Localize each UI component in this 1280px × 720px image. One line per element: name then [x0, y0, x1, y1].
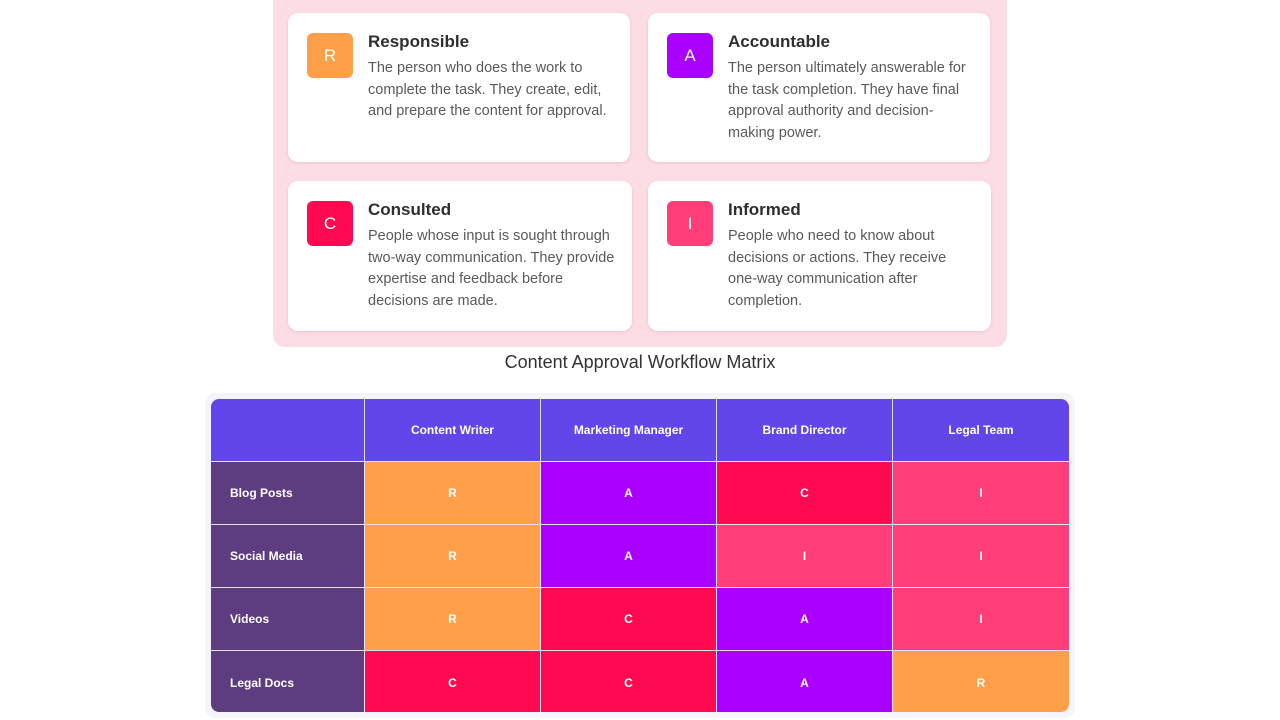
column-header-marketing-manager: Marketing Manager — [541, 399, 716, 461]
raci-cell: A — [541, 462, 716, 524]
informed-badge: I — [667, 201, 713, 246]
raci-cell: A — [717, 651, 892, 712]
informed-title: Informed — [728, 200, 801, 219]
raci-cell: A — [541, 525, 716, 587]
raci-cell: A — [717, 588, 892, 650]
consulted-description: People whose input is sought through two… — [368, 228, 615, 309]
row-header-videos: Videos — [211, 588, 364, 650]
raci-legend-panel: R Responsible The person who does the wo… — [273, 0, 1007, 347]
accountable-description: The person ultimately answerable for the… — [728, 60, 966, 141]
raci-cell: I — [893, 462, 1069, 524]
responsible-badge: R — [307, 33, 353, 78]
legend-card-responsible: R Responsible The person who does the wo… — [288, 13, 630, 162]
raci-cell: C — [541, 651, 716, 712]
raci-cell: I — [893, 525, 1069, 587]
raci-cell: R — [893, 651, 1069, 712]
column-header-content-writer: Content Writer — [365, 399, 540, 461]
consulted-badge: C — [307, 201, 353, 246]
legend-card-consulted: C Consulted People whose input is sought… — [288, 181, 632, 331]
raci-cell: R — [365, 588, 540, 650]
raci-cell: C — [365, 651, 540, 712]
column-header-legal-team: Legal Team — [893, 399, 1069, 461]
accountable-title: Accountable — [728, 32, 831, 51]
raci-cell: C — [541, 588, 716, 650]
row-header-legal-docs: Legal Docs — [211, 651, 364, 712]
accountable-badge: A — [667, 33, 713, 78]
row-header-blog-posts: Blog Posts — [211, 462, 364, 524]
raci-cell: C — [717, 462, 892, 524]
consulted-title: Consulted — [368, 200, 452, 219]
responsible-description: The person who does the work to complete… — [368, 60, 607, 120]
responsible-title: Responsible — [368, 32, 470, 51]
raci-cell: R — [365, 525, 540, 587]
raci-cell: I — [717, 525, 892, 587]
row-header-social-media: Social Media — [211, 525, 364, 587]
raci-matrix-table: Content Writer Marketing Manager Brand D… — [211, 399, 1069, 712]
legend-card-accountable: A Accountable The person ultimately answ… — [648, 13, 990, 162]
corner-header-cell — [211, 399, 364, 461]
matrix-title: Content Approval Workflow Matrix — [504, 352, 776, 372]
raci-cell: R — [365, 462, 540, 524]
legend-card-informed: I Informed People who need to know about… — [648, 181, 991, 331]
column-header-brand-director: Brand Director — [717, 399, 892, 461]
raci-cell: I — [893, 588, 1069, 650]
informed-description: People who need to know about decisions … — [728, 228, 947, 309]
